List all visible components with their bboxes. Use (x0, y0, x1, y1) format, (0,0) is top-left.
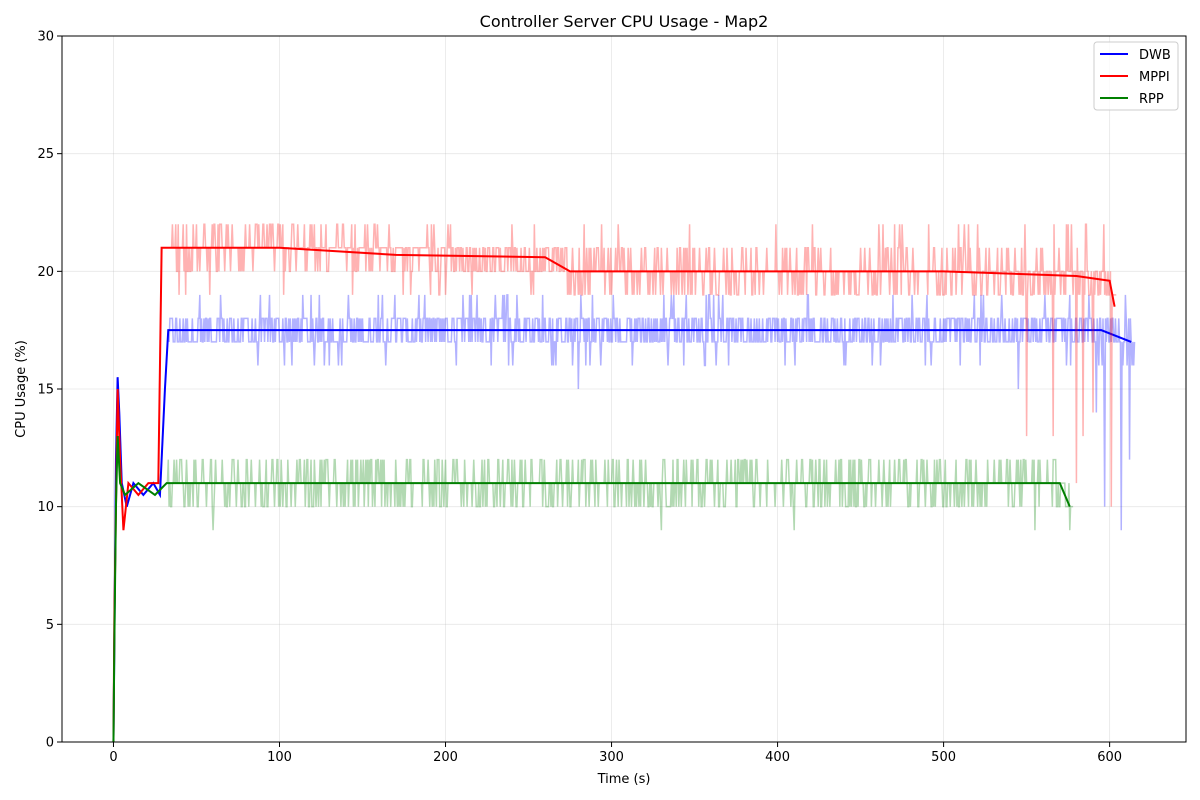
y-tick-label: 5 (46, 618, 54, 633)
legend-rpp-label: RPP (1139, 92, 1164, 107)
y-tick-label: 30 (37, 30, 54, 45)
series-mppi-raw-line (112, 223, 1117, 743)
legend-dwb-label: DWB (1139, 48, 1171, 63)
legend-box (1093, 41, 1179, 111)
x-tick-label: 0 (109, 750, 117, 765)
series-rpp-line (112, 436, 1071, 743)
y-tick-label: 20 (37, 265, 54, 280)
x-tick-label: 100 (267, 750, 292, 765)
y-tick-label: 25 (37, 147, 54, 162)
y-tick-label: 10 (37, 500, 54, 515)
legend-mppi-label: MPPI (1139, 70, 1170, 85)
y-tick-label: 15 (37, 383, 54, 398)
series-mppi-line (112, 246, 1116, 743)
x-tick-label: 600 (1097, 750, 1122, 765)
y-axis: 0 5 10 15 20 25 30 (37, 30, 62, 751)
x-tick-label: 500 (931, 750, 956, 765)
y-tick-label: 0 (46, 736, 54, 751)
x-axis: 0 100 200 300 400 500 600 (109, 742, 1122, 765)
x-tick-label: 300 (599, 750, 624, 765)
series-dwb-raw-line (112, 294, 1136, 743)
x-tick-label: 200 (433, 750, 458, 765)
legend: DWB MPPI RPP (1093, 41, 1179, 111)
y-axis-label: CPU Usage (%) (14, 340, 29, 438)
x-tick-label: 400 (765, 750, 790, 765)
series-rpp-raw-line (112, 436, 1074, 743)
x-axis-label: Time (s) (597, 772, 651, 787)
plot-area (112, 223, 1136, 743)
chart-title: Controller Server CPU Usage - Map2 (480, 12, 769, 31)
